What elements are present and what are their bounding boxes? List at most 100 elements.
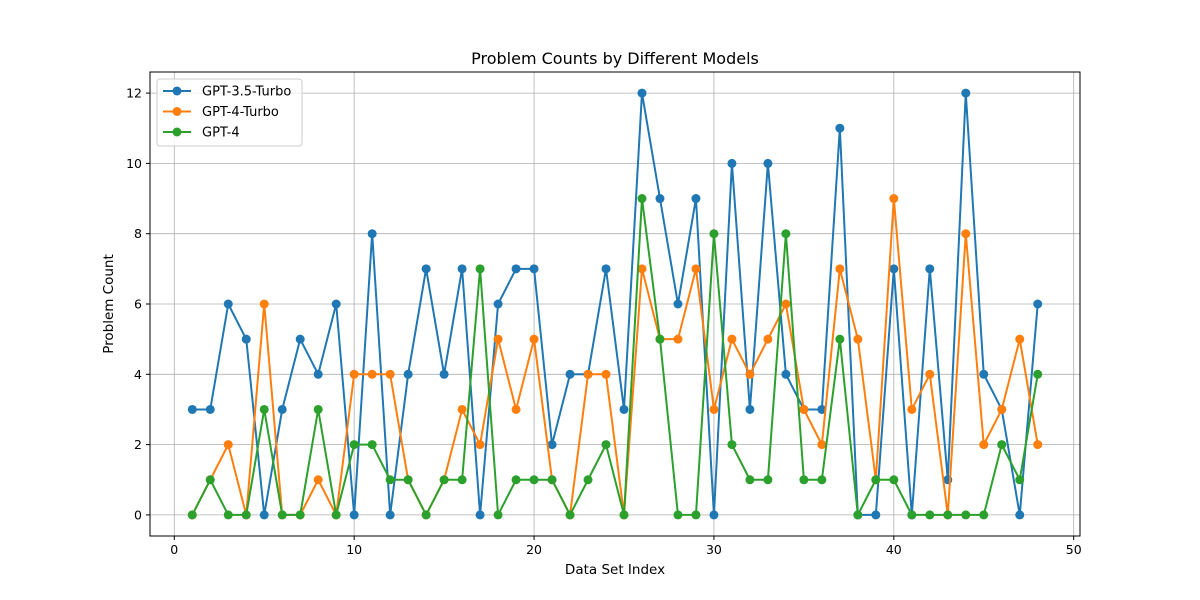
- data-point: [439, 475, 449, 485]
- data-point: [979, 369, 989, 379]
- data-point: [979, 510, 989, 520]
- y-tick-label: 10: [126, 156, 142, 171]
- data-point: [889, 194, 899, 204]
- data-point: [475, 440, 485, 450]
- y-axis-ticks: 0 2 4 6 8 10 12: [126, 86, 150, 522]
- data-point: [493, 510, 503, 520]
- data-point: [871, 475, 881, 485]
- data-point: [439, 369, 449, 379]
- data-point: [511, 404, 521, 414]
- data-point: [349, 440, 359, 450]
- data-point: [313, 475, 323, 485]
- data-point: [385, 510, 395, 520]
- data-point: [745, 369, 755, 379]
- data-point: [223, 510, 233, 520]
- data-point: [1033, 369, 1043, 379]
- data-point: [727, 334, 737, 344]
- data-point: [1033, 440, 1043, 450]
- data-point: [853, 510, 863, 520]
- data-point: [979, 440, 989, 450]
- data-point: [727, 440, 737, 450]
- data-point: [835, 264, 845, 274]
- data-point: [349, 369, 359, 379]
- data-point: [889, 475, 899, 485]
- series-line: [191, 197, 1039, 516]
- data-point: [709, 229, 719, 239]
- data-point: [907, 510, 917, 520]
- data-point: [709, 510, 719, 520]
- y-tick-label: 2: [134, 437, 142, 452]
- y-tick-label: 12: [126, 86, 142, 101]
- data-point: [763, 475, 773, 485]
- data-point: [187, 404, 197, 414]
- data-point: [493, 334, 503, 344]
- data-point: [529, 264, 539, 274]
- data-point: [745, 475, 755, 485]
- y-tick-label: 6: [134, 297, 142, 312]
- data-point: [817, 475, 827, 485]
- data-point: [997, 440, 1007, 450]
- data-point: [295, 510, 305, 520]
- data-point: [619, 510, 629, 520]
- x-tick-label: 50: [1066, 542, 1082, 557]
- data-point: [277, 404, 287, 414]
- data-point: [961, 229, 971, 239]
- data-point: [637, 88, 647, 98]
- data-point: [421, 264, 431, 274]
- data-point: [817, 440, 827, 450]
- data-point: [925, 510, 935, 520]
- data-point: [547, 475, 557, 485]
- data-point: [691, 194, 701, 204]
- data-point: [475, 264, 485, 274]
- data-point: [511, 264, 521, 274]
- data-point: [655, 334, 665, 344]
- data-point: [907, 404, 917, 414]
- data-point: [223, 299, 233, 309]
- series-line: [192, 92, 1039, 516]
- data-point: [637, 264, 647, 274]
- legend-label: GPT-3.5-Turbo: [202, 85, 291, 100]
- data-point: [1015, 510, 1025, 520]
- data-point: [583, 369, 593, 379]
- legend: GPT-3.5-Turbo GPT-4-Turbo GPT-4: [156, 78, 303, 147]
- data-point: [925, 264, 935, 274]
- data-point: [817, 404, 827, 414]
- data-point: [691, 264, 701, 274]
- data-point: [367, 369, 377, 379]
- legend-marker: [172, 86, 182, 96]
- x-tick-label: 20: [526, 542, 542, 557]
- data-point: [925, 369, 935, 379]
- data-point: [781, 299, 791, 309]
- data-point: [961, 88, 971, 98]
- data-point: [241, 334, 251, 344]
- chart-title: Problem Counts by Different Models: [471, 49, 759, 68]
- legend-label: GPT-4: [202, 126, 240, 141]
- legend-entry: GPT-4: [163, 126, 240, 141]
- data-point: [763, 158, 773, 168]
- data-point: [781, 229, 791, 239]
- data-point: [295, 334, 305, 344]
- series-line: [191, 197, 1039, 516]
- data-point: [259, 299, 269, 309]
- data-point: [529, 334, 539, 344]
- x-tick-label: 40: [886, 542, 902, 557]
- data-point: [601, 264, 611, 274]
- data-point: [781, 369, 791, 379]
- data-point: [763, 334, 773, 344]
- data-point: [565, 369, 575, 379]
- series-layer: [187, 88, 1043, 520]
- data-point: [709, 404, 719, 414]
- data-point: [799, 404, 809, 414]
- data-point: [691, 510, 701, 520]
- data-point: [511, 475, 521, 485]
- data-point: [547, 440, 557, 450]
- data-point: [961, 510, 971, 520]
- legend-entry: GPT-3.5-Turbo: [163, 85, 291, 100]
- data-point: [889, 264, 899, 274]
- data-point: [385, 369, 395, 379]
- data-point: [601, 440, 611, 450]
- x-axis-ticks: 0 10 20 30 40 50: [170, 536, 1082, 557]
- x-axis-label: Data Set Index: [565, 562, 665, 578]
- data-point: [349, 510, 359, 520]
- data-point: [403, 475, 413, 485]
